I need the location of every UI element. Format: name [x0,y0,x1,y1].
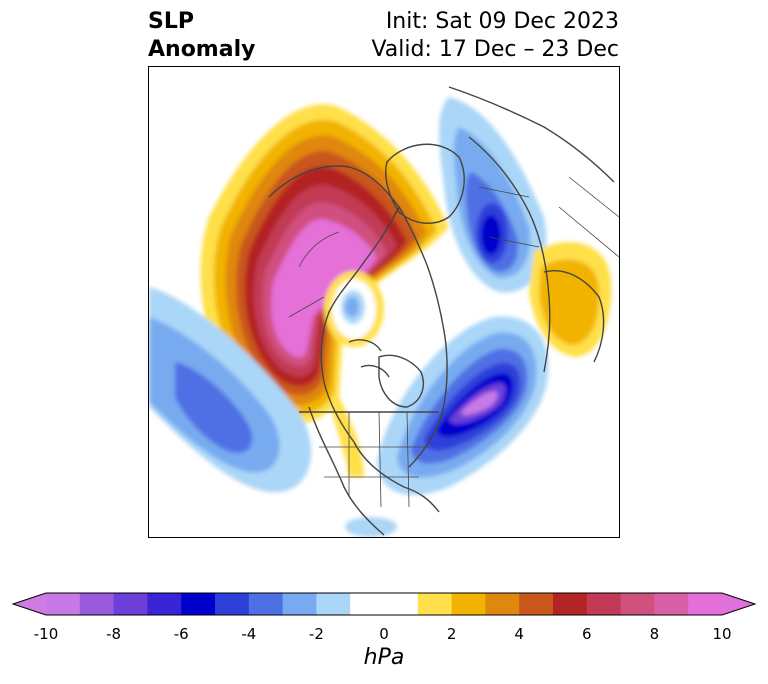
colorbar-bin [248,593,284,615]
colorbar-bin [519,593,554,615]
colorbar-bin [451,593,486,615]
anomaly-map-svg [149,86,619,537]
colorbar-tick-label: -10 [33,625,59,643]
colorbar-bin [215,593,250,615]
colorbar-tick-label: 6 [582,625,592,643]
colorbar-tick-label: -8 [106,625,122,643]
init-date: Init: Sat 09 Dec 2023 [385,9,619,34]
colorbar-outline [11,592,757,616]
colorbar-bin [553,593,588,615]
colorbar-tick-label: -6 [173,625,189,643]
negative-anomaly-siberia [439,97,547,293]
colorbar-tick-label: -4 [241,625,257,643]
valid-dates: Valid: 17 Dec – 23 Dec [371,37,619,62]
negative-anomaly-south [345,517,397,537]
coastlines [268,86,619,536]
forecast-dates: Init: Sat 09 Dec 2023 Valid: 17 Dec – 23… [371,8,619,64]
colorbar-bin [350,593,419,615]
colorbar-bin [282,593,317,615]
colorbar-bin [485,593,520,615]
colorbar-bin [688,593,723,615]
title-line-2: Anomaly [148,37,256,62]
colorbar-bin [417,593,453,615]
colorbar-tick-label: 8 [649,625,660,643]
colorbar-under-arrow [13,593,46,615]
colorbar-tick-label: 0 [379,625,389,643]
colorbar-tick-label: 4 [514,625,524,643]
title-line-1: SLP [148,9,194,34]
colorbar [11,592,757,616]
colorbar-units: hPa [363,645,405,670]
anomaly-map [148,66,620,538]
negative-anomaly-atlantic [377,316,549,495]
colorbar-bin [586,593,622,615]
colorbar-tick-label: -2 [308,625,324,643]
colorbar-tick-label: 10 [712,625,732,643]
map-title: SLP Anomaly [148,8,255,64]
negative-anomaly-pacific [149,287,312,493]
colorbar-bin [46,593,81,615]
colorbar-bin [620,593,655,615]
colorbar-bin [316,593,351,615]
negative-anomaly-pole [324,271,384,347]
colorbar-tick-label: 2 [446,625,457,643]
colorbar-bin [181,593,216,615]
colorbar-bin [79,593,115,615]
colorbar-bin [654,593,689,615]
colorbar-over-arrow [722,593,755,615]
colorbar-bin [113,593,148,615]
colorbar-bin [147,593,182,615]
